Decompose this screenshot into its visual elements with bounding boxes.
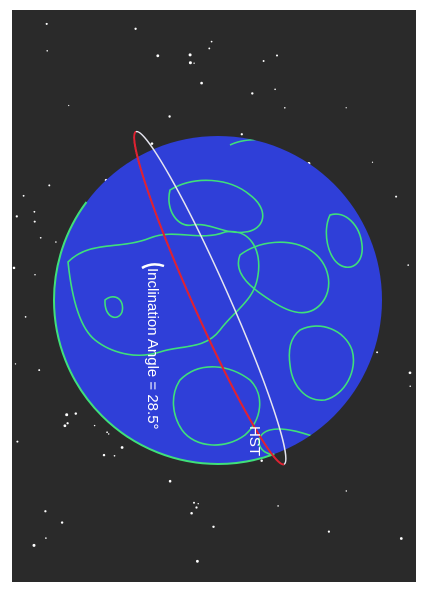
angle-arc — [141, 263, 165, 270]
star — [63, 424, 67, 428]
star — [188, 53, 192, 57]
star — [190, 511, 193, 515]
star — [197, 503, 199, 505]
star — [107, 433, 110, 435]
star — [45, 22, 48, 25]
star — [277, 505, 279, 507]
star — [376, 351, 379, 354]
star — [15, 215, 18, 218]
star — [408, 371, 412, 375]
earth — [54, 136, 382, 464]
star — [200, 81, 203, 85]
star — [395, 195, 398, 198]
star — [168, 115, 171, 118]
star — [14, 363, 17, 365]
star — [24, 316, 27, 318]
star — [399, 537, 403, 540]
star — [74, 412, 78, 415]
star — [274, 88, 276, 91]
star — [60, 521, 64, 524]
star — [345, 107, 347, 109]
star — [195, 506, 198, 509]
star — [93, 424, 96, 427]
star — [22, 194, 25, 197]
star — [68, 104, 70, 107]
star — [106, 431, 108, 434]
star — [196, 559, 199, 563]
star — [65, 413, 69, 417]
star — [48, 184, 51, 187]
star — [150, 142, 154, 145]
star — [327, 530, 330, 533]
star — [407, 264, 410, 266]
star — [113, 454, 116, 457]
orbit — [133, 130, 287, 466]
star — [284, 107, 286, 109]
star — [188, 61, 192, 65]
star — [262, 60, 265, 62]
star — [45, 537, 47, 539]
earth-rim — [53, 135, 383, 465]
satellite-label: HST — [246, 426, 263, 456]
star — [212, 525, 215, 529]
star — [134, 27, 137, 30]
star — [46, 50, 48, 52]
star — [409, 385, 411, 387]
star — [44, 510, 47, 513]
orbit-front — [133, 130, 285, 466]
star — [251, 92, 254, 95]
star — [168, 479, 172, 483]
star — [38, 369, 41, 372]
star — [210, 40, 213, 43]
star — [16, 440, 19, 443]
star — [55, 241, 57, 243]
star — [66, 422, 69, 425]
star — [34, 274, 36, 276]
star — [260, 459, 263, 463]
star — [39, 236, 42, 239]
star — [33, 220, 36, 223]
star — [193, 62, 195, 64]
star — [102, 453, 106, 457]
star — [156, 54, 160, 58]
inclination-label: Inclination Angle = 28.5° — [144, 268, 161, 430]
star — [120, 446, 124, 449]
star — [12, 266, 16, 270]
star — [33, 210, 36, 213]
star — [240, 133, 243, 136]
star — [345, 490, 348, 492]
star — [275, 54, 279, 57]
star — [193, 501, 195, 504]
star — [32, 543, 36, 547]
star — [371, 161, 374, 163]
star — [208, 47, 211, 50]
